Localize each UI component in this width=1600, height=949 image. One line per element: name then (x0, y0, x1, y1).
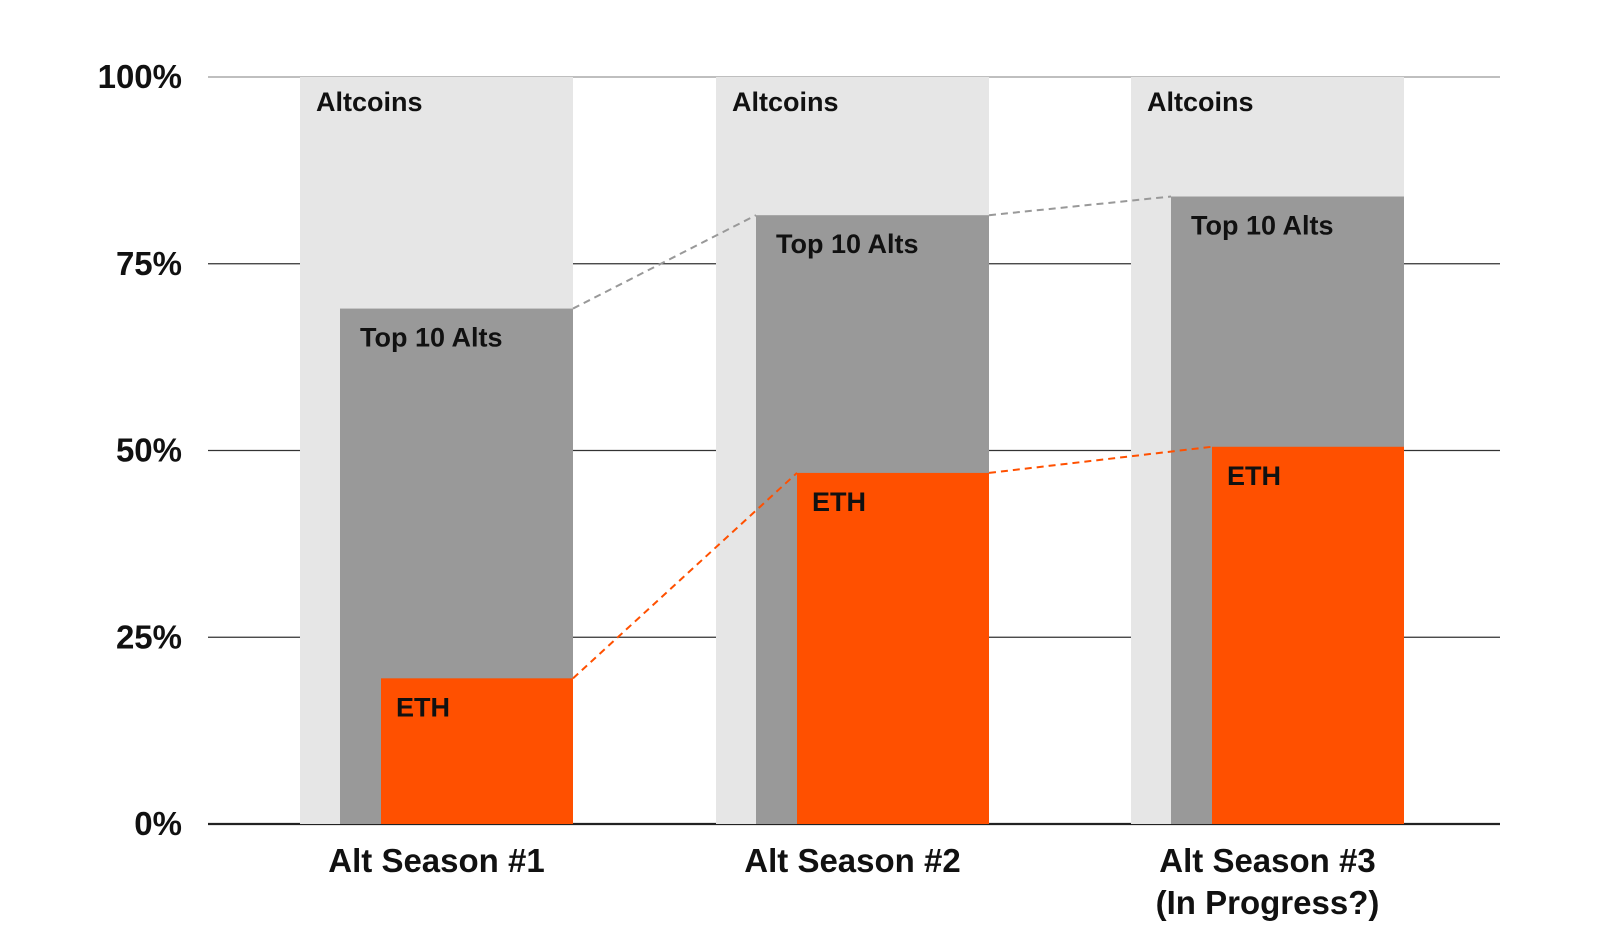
connectors-layer (572, 195, 1213, 680)
x-tick-label-line: Alt Season #2 (744, 842, 960, 879)
bar-eth-season-1 (381, 678, 573, 824)
labels-layer: Altcoins Top 10 Alts ETH Altcoins Top 10 Alt… (316, 87, 1334, 722)
label-top-10-alts-season-3: Top 10 Alts (1191, 211, 1334, 241)
y-tick-label-0: 0% (134, 805, 182, 842)
label-eth-season-3: ETH (1227, 461, 1281, 491)
x-tick-label-line: Alt Season #1 (328, 842, 544, 879)
connector-top-10-alts-2-to-3 (988, 195, 1172, 217)
y-tick-label-25: 25% (116, 618, 182, 655)
label-eth-season-1: ETH (396, 692, 450, 722)
axis-layer: 0% 25% 50% 75% 100% Alt Season #1 Alt Season #… (98, 58, 1380, 921)
label-altcoins-season-2: Altcoins (732, 87, 839, 117)
connector-eth-2-to-3 (988, 445, 1213, 474)
bar-eth-season-2 (797, 472, 989, 824)
label-top-10-alts-season-2: Top 10 Alts (776, 229, 919, 259)
bar-eth-season-3 (1212, 446, 1404, 824)
x-tick-label-season-1: Alt Season #1 (328, 842, 544, 879)
x-tick-label-season-3: Alt Season #3 (In Progress?) (1156, 842, 1380, 921)
y-tick-label-100: 100% (98, 58, 182, 95)
label-eth-season-2: ETH (812, 487, 866, 517)
connector-eth-1-to-2 (572, 472, 798, 680)
y-tick-label-50: 50% (116, 432, 182, 469)
label-altcoins-season-1: Altcoins (316, 87, 423, 117)
x-tick-label-line: (In Progress?) (1156, 884, 1380, 921)
bars-layer (300, 77, 1404, 824)
label-altcoins-season-3: Altcoins (1147, 87, 1254, 117)
x-tick-label-season-2: Alt Season #2 (744, 842, 960, 879)
x-tick-label-line: Alt Season #3 (1159, 842, 1375, 879)
label-top-10-alts-season-1: Top 10 Alts (360, 323, 503, 353)
connector-top-10-alts-1-to-2 (572, 214, 757, 310)
y-tick-label-75: 75% (116, 245, 182, 282)
